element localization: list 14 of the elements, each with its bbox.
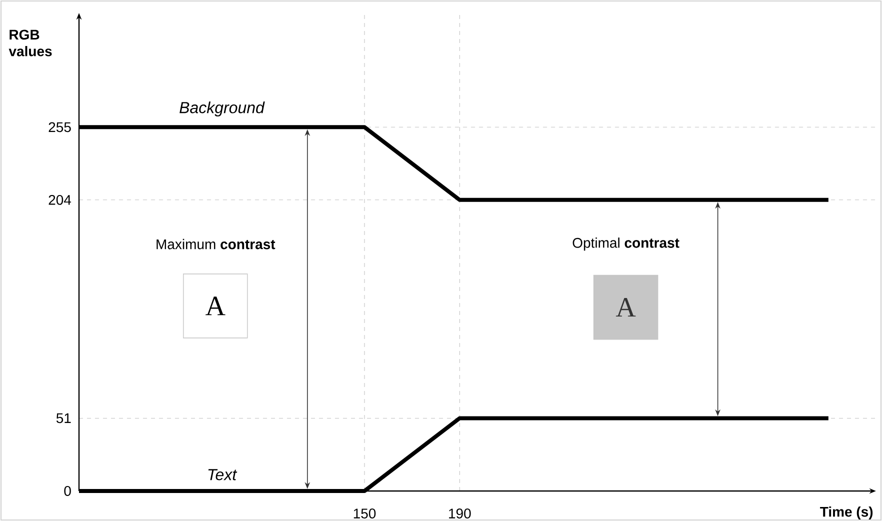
- series-label: Background: [180, 102, 265, 116]
- y-tick-label: 204: [48, 194, 72, 205]
- y-tick-label: 255: [48, 122, 71, 132]
- x-axis-title: Time (s): [820, 506, 873, 520]
- annotation: Optimal contrast: [572, 238, 680, 251]
- annotation: A: [616, 298, 636, 317]
- annotation: Maximum contrast: [156, 238, 276, 250]
- x-tick-label: 190: [449, 508, 471, 518]
- series-label: Text: [208, 469, 238, 480]
- y-tick-label: 0: [64, 486, 71, 496]
- x-tick-label: 150: [354, 508, 376, 518]
- annotation: A: [206, 296, 226, 316]
- y-axis-title: RGB values: [8, 30, 52, 56]
- y-tick-label: 51: [56, 413, 71, 424]
